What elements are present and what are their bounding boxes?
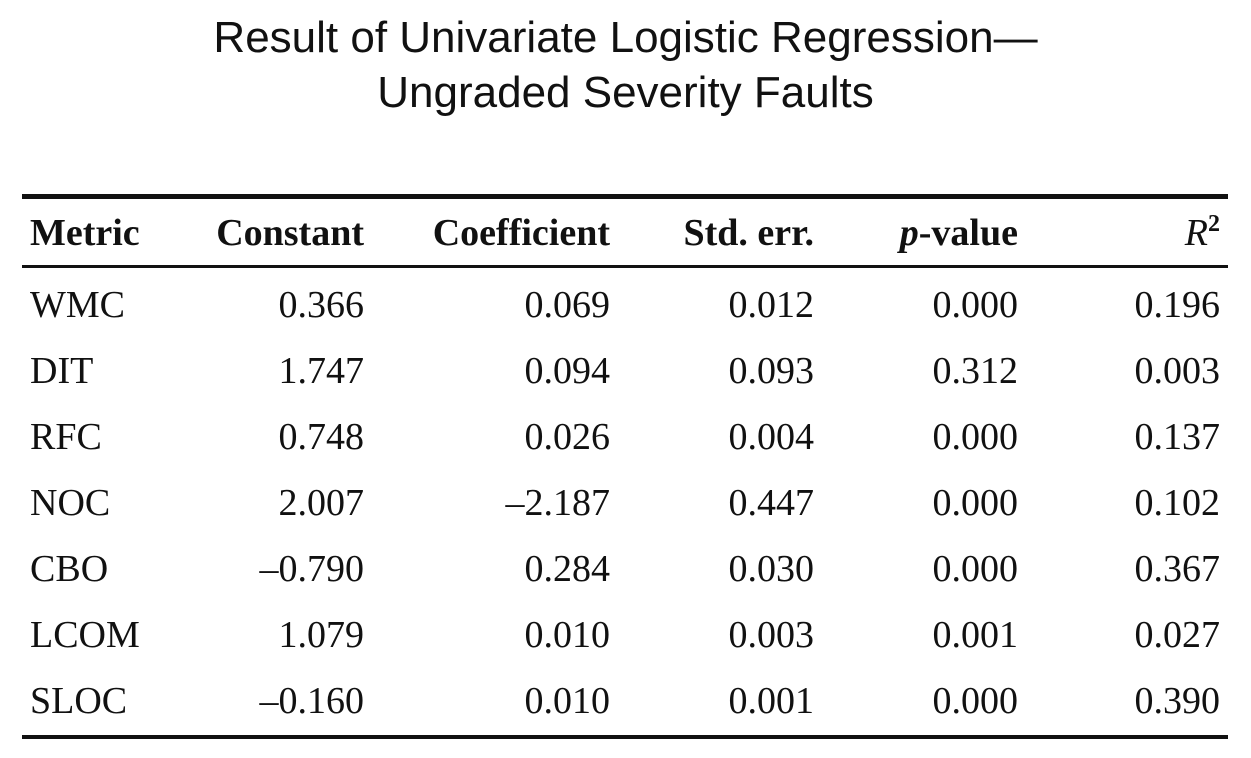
header-p-value-italic: p xyxy=(899,212,919,254)
header-rule xyxy=(22,265,1228,268)
table-title-line-2: Ungraded Severity Faults xyxy=(377,68,874,117)
header-r-squared-base: R xyxy=(1184,212,1208,254)
cell-std-err: 0.012 xyxy=(728,284,815,326)
table-row: DIT 1.747 0.094 0.093 0.312 0.003 xyxy=(22,338,1228,404)
cell-constant: 2.007 xyxy=(278,482,365,524)
cell-coefficient: –2.187 xyxy=(505,482,611,524)
cell-coefficient: 0.284 xyxy=(524,548,611,590)
cell-r2: 0.390 xyxy=(1134,680,1221,722)
cell-metric: SLOC xyxy=(30,680,128,722)
cell-metric: DIT xyxy=(30,350,94,392)
cell-std-err: 0.004 xyxy=(728,416,815,458)
cell-constant: 1.747 xyxy=(278,350,365,392)
cell-metric: WMC xyxy=(30,284,125,326)
cell-constant: 0.366 xyxy=(278,284,365,326)
cell-p-value: 0.001 xyxy=(932,614,1019,656)
table-row: NOC 2.007 –2.187 0.447 0.000 0.102 xyxy=(22,470,1228,536)
cell-constant: 0.748 xyxy=(278,416,365,458)
cell-p-value: 0.000 xyxy=(932,482,1019,524)
cell-constant: –0.790 xyxy=(259,548,365,590)
cell-metric: LCOM xyxy=(30,614,140,656)
cell-r2: 0.196 xyxy=(1134,284,1221,326)
cell-r2: 0.027 xyxy=(1134,614,1221,656)
header-p-value-rest: -value xyxy=(918,212,1018,254)
table-row: SLOC –0.160 0.010 0.001 0.000 0.390 xyxy=(22,668,1228,734)
cell-std-err: 0.093 xyxy=(728,350,815,392)
header-row: Metric Constant Coefficient Std. err. p-… xyxy=(22,200,1228,266)
table-row: WMC 0.366 0.069 0.012 0.000 0.196 xyxy=(22,266,1228,338)
cell-std-err: 0.001 xyxy=(728,680,815,722)
cell-p-value: 0.000 xyxy=(932,680,1019,722)
top-rule xyxy=(22,194,1228,199)
cell-r2: 0.367 xyxy=(1134,548,1221,590)
cell-coefficient: 0.094 xyxy=(524,350,611,392)
cell-std-err: 0.003 xyxy=(728,614,815,656)
cell-coefficient: 0.026 xyxy=(524,416,611,458)
cell-coefficient: 0.069 xyxy=(524,284,611,326)
cell-constant: 1.079 xyxy=(278,614,365,656)
header-metric: Metric xyxy=(30,212,140,254)
table-body: WMC 0.366 0.069 0.012 0.000 0.196 DIT 1.747 0.09… xyxy=(22,266,1228,734)
cell-r2: 0.137 xyxy=(1134,416,1221,458)
cell-metric: NOC xyxy=(30,482,111,524)
cell-r2: 0.003 xyxy=(1134,350,1221,392)
results-table: Metric Constant Coefficient Std. err. p-… xyxy=(22,200,1228,734)
cell-p-value: 0.000 xyxy=(932,416,1019,458)
cell-p-value: 0.000 xyxy=(932,284,1019,326)
cell-coefficient: 0.010 xyxy=(524,680,611,722)
header-p-value: p-value xyxy=(814,200,1018,266)
table-row: CBO –0.790 0.284 0.030 0.000 0.367 xyxy=(22,536,1228,602)
cell-constant: –0.160 xyxy=(259,680,365,722)
header-r-squared: R2 xyxy=(1018,200,1228,266)
table-title-line-1: Result of Univariate Logistic Regression… xyxy=(213,13,1038,62)
bottom-rule xyxy=(22,735,1228,739)
table-row: LCOM 1.079 0.010 0.003 0.001 0.027 xyxy=(22,602,1228,668)
table-row: RFC 0.748 0.026 0.004 0.000 0.137 xyxy=(22,404,1228,470)
header-std-err: Std. err. xyxy=(683,212,814,254)
table-title: Result of Univariate Logistic Regression… xyxy=(0,10,1251,120)
cell-r2: 0.102 xyxy=(1134,482,1221,524)
header-coefficient: Coefficient xyxy=(432,212,610,254)
cell-std-err: 0.447 xyxy=(728,482,815,524)
cell-p-value: 0.000 xyxy=(932,548,1019,590)
cell-p-value: 0.312 xyxy=(932,350,1019,392)
header-constant: Constant xyxy=(216,212,364,254)
cell-metric: RFC xyxy=(30,416,102,458)
header-r-squared-sup: 2 xyxy=(1208,211,1220,237)
cell-coefficient: 0.010 xyxy=(524,614,611,656)
cell-metric: CBO xyxy=(30,548,109,590)
cell-std-err: 0.030 xyxy=(728,548,815,590)
